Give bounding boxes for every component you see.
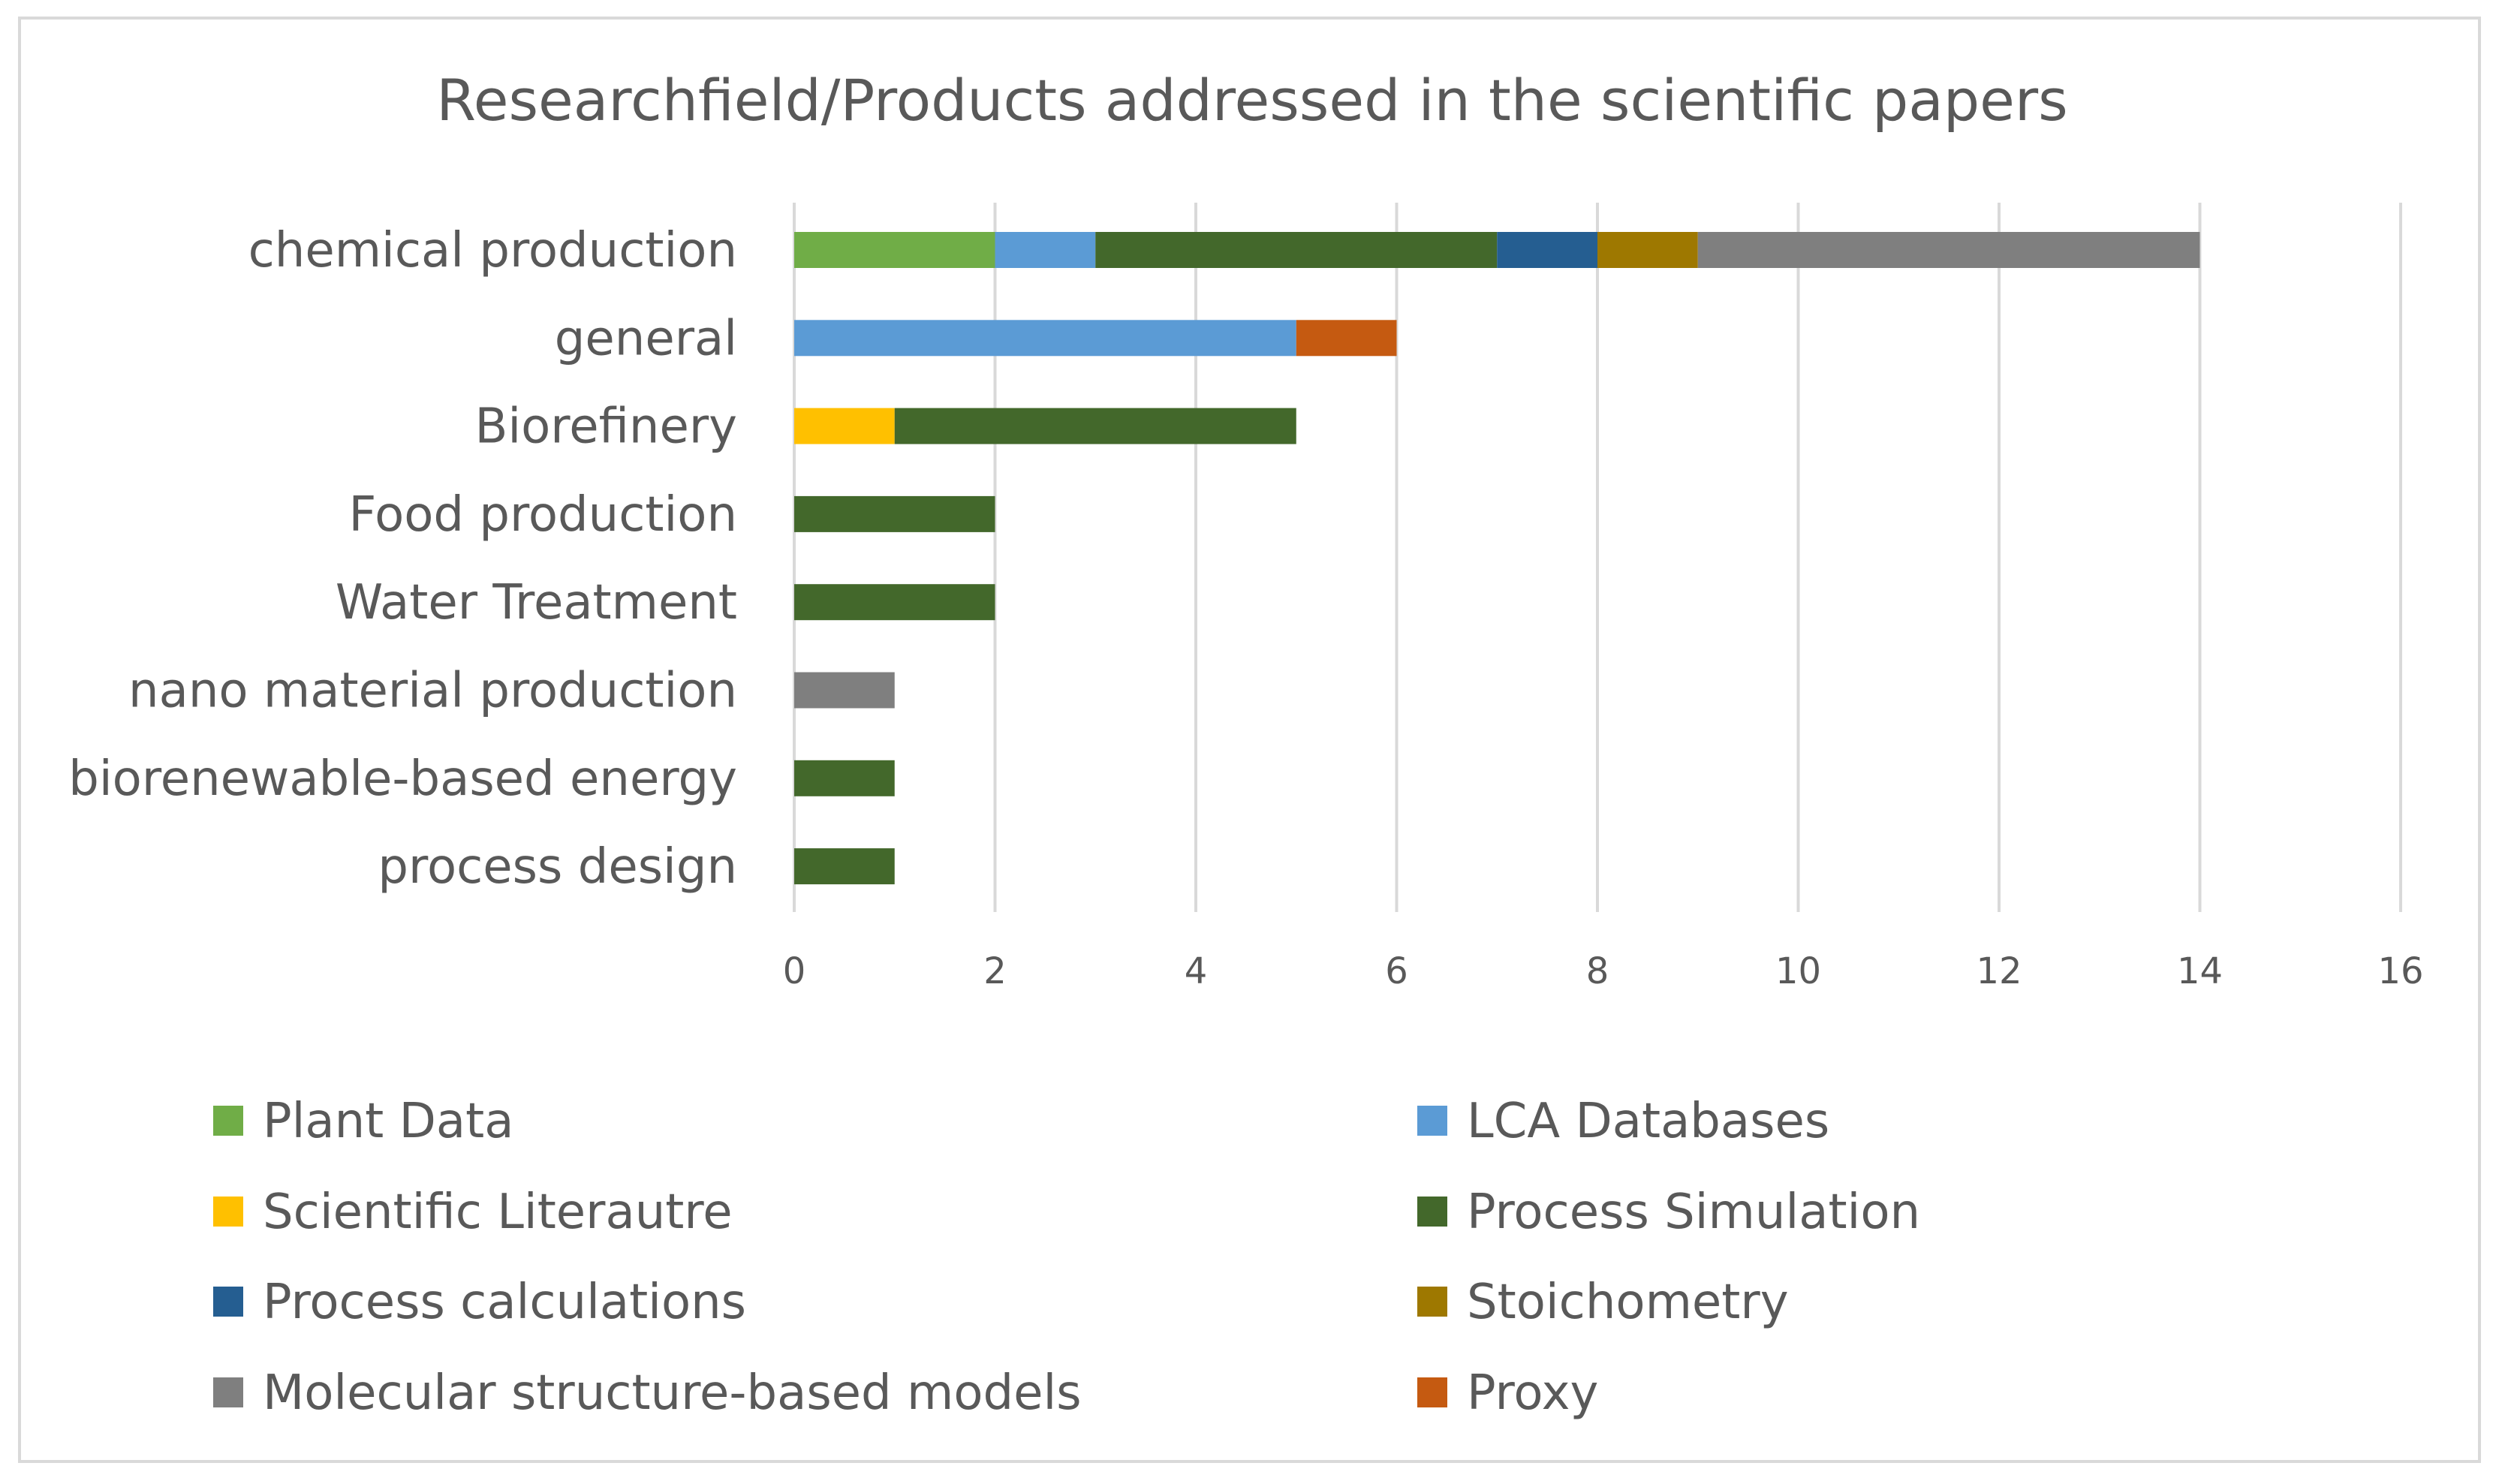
legend: Plant Data LCA Databases Scientific Litera… [213,1094,1920,1421]
x-tick-label-2: 2 [983,950,1007,992]
legend-label: Proxy [1467,1365,1598,1421]
bar-segment [1497,232,1597,268]
bar-segment [1597,232,1698,268]
category-label: Water Treatment [336,575,737,631]
legend-label: Process calculations [263,1275,746,1330]
bar-segment [794,320,1296,357]
legend-label: LCA Databases [1467,1094,1829,1149]
category-label: process design [378,839,737,895]
bar-segment [794,584,995,621]
bar-segment [794,495,995,532]
legend-swatch [213,1377,243,1407]
legend-item: LCA Databases [1417,1094,1829,1149]
x-tick-label-14: 14 [2177,950,2223,992]
bar-segment [894,408,1296,444]
bar-segment [1697,232,2200,268]
bar-segment [1095,232,1498,268]
legend-swatch [213,1106,243,1136]
category-labels: chemical production general Biorefinery Foo… [68,223,737,895]
chart-title: Researchfield/Products addressed in the … [436,67,2067,134]
category-label: chemical production [248,223,737,278]
gridlines [793,203,2402,912]
bar-segment [794,848,895,885]
legend-item: Process Simulation [1417,1184,1920,1240]
legend-item: Proxy [1417,1365,1598,1421]
x-tick-label-8: 8 [1586,950,1609,992]
legend-swatch [1417,1197,1447,1227]
legend-swatch [1417,1377,1447,1407]
legend-label: Scientific Literautre [263,1184,733,1240]
x-axis-tick-labels: 0 2 4 6 8 10 12 14 16 [783,950,2424,992]
legend-label: Stoichometry [1467,1275,1789,1330]
bars [794,232,2200,885]
bar-segment [794,760,895,796]
legend-swatch [1417,1106,1447,1136]
bar-segment [794,672,895,709]
category-label: Biorefinery [474,399,737,455]
legend-item: Process calculations [213,1275,746,1330]
category-label: biorenewable-based energy [68,751,737,807]
legend-item: Molecular structure-based models [213,1365,1082,1421]
legend-item: Stoichometry [1417,1275,1789,1330]
legend-swatch [213,1287,243,1317]
bar-segment [1296,320,1397,357]
category-label: general [555,311,737,366]
x-tick-label-16: 16 [2377,950,2423,992]
legend-item: Plant Data [213,1094,513,1149]
x-tick-label-10: 10 [1775,950,1821,992]
x-tick-label-4: 4 [1185,950,1208,992]
bar-segment [995,232,1096,268]
category-label: Food production [349,487,737,543]
legend-label: Molecular structure-based models [263,1365,1082,1421]
legend-item: Scientific Literautre [213,1184,733,1240]
x-tick-label-6: 6 [1385,950,1408,992]
bar-segment [794,408,895,444]
bar-segment [794,232,995,268]
legend-swatch [213,1197,243,1227]
x-tick-label-12: 12 [1976,950,2022,992]
category-label: nano material production [128,664,737,719]
legend-label: Process Simulation [1467,1184,1920,1240]
legend-swatch [1417,1287,1447,1317]
legend-label: Plant Data [263,1094,513,1149]
x-tick-label-0: 0 [783,950,806,992]
